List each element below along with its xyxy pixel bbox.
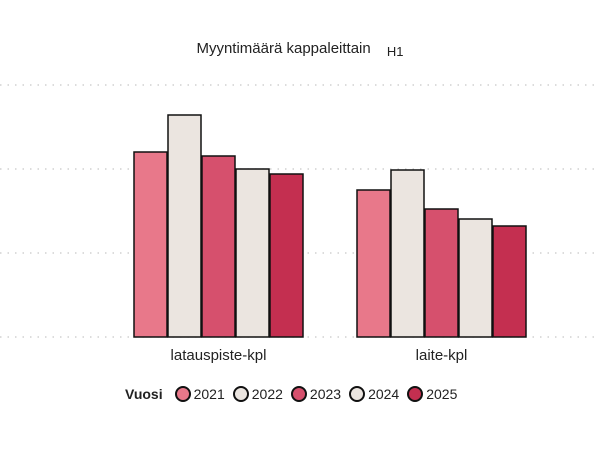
legend-item-2023: 2023 xyxy=(290,386,342,402)
legend-swatch-2024 xyxy=(349,386,366,402)
legend-swatch-2021 xyxy=(174,386,191,402)
bar-laite-kpl-2021 xyxy=(356,189,391,338)
legend: Vuosi 2021 2022 2023 2024 2025 xyxy=(125,386,465,402)
category-labels: latauspiste-kpl laite-kpl xyxy=(171,347,468,364)
chart-title-block: Myyntimäärä kappaleittain H1 xyxy=(0,40,600,59)
legend-swatch-2022 xyxy=(232,386,249,402)
legend-item-2025: 2025 xyxy=(407,386,457,402)
legend-label-2021: 2021 xyxy=(193,386,225,402)
bar-latauspiste-kpl-2022 xyxy=(167,114,202,338)
legend-item-2022: 2022 xyxy=(232,386,283,402)
chart-subtitle: H1 xyxy=(386,44,404,59)
bar-laite-kpl-2022 xyxy=(390,169,425,338)
legend-label-2025: 2025 xyxy=(426,386,458,402)
legend-item-2021: 2021 xyxy=(174,386,225,402)
bar-latauspiste-kpl-2023 xyxy=(201,155,236,338)
legend-swatch-2025 xyxy=(407,386,424,402)
legend-label-2024: 2024 xyxy=(368,386,400,402)
bar-latauspiste-kpl-2024 xyxy=(235,168,270,338)
legend-items: 2021 2022 2023 2024 2025 xyxy=(174,386,466,402)
bar-laite-kpl-2025 xyxy=(492,225,527,338)
bar-latauspiste-kpl-2025 xyxy=(269,173,304,338)
category-label-1: laite-kpl xyxy=(416,347,468,364)
legend-title: Vuosi xyxy=(125,386,163,402)
legend-label-2023: 2023 xyxy=(309,386,342,402)
category-label-0: latauspiste-kpl xyxy=(171,347,267,364)
bar-laite-kpl-2024 xyxy=(458,218,493,338)
bar-latauspiste-kpl-2021 xyxy=(133,151,168,338)
legend-label-2022: 2022 xyxy=(251,386,283,402)
bar-laite-kpl-2023 xyxy=(424,208,459,338)
chart-title: Myyntimäärä kappaleittain xyxy=(196,40,371,57)
bars xyxy=(133,114,527,338)
legend-item-2024: 2024 xyxy=(349,386,399,402)
legend-swatch-2023 xyxy=(290,386,307,402)
